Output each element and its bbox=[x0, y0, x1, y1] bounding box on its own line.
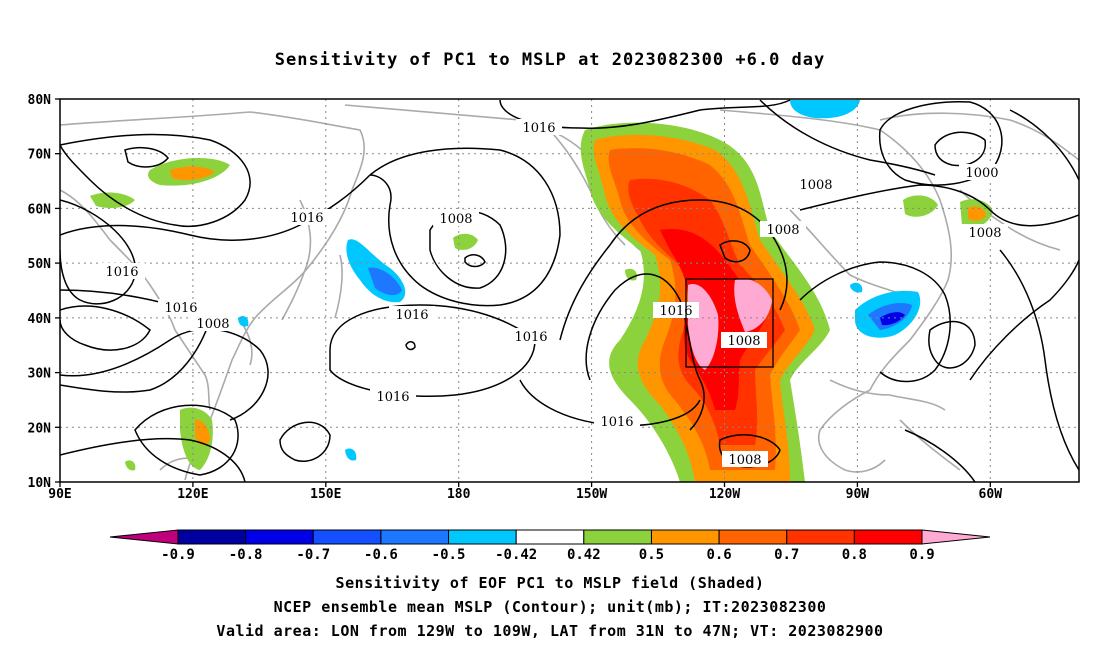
colorbar-segment bbox=[177, 529, 247, 545]
lon-label: 90W bbox=[846, 487, 870, 502]
colorbar-segment bbox=[786, 529, 855, 545]
lon-tick-labels: 90E 120E 150E 180 150W 120W 90W 60W bbox=[48, 487, 1002, 502]
svg-text:1016: 1016 bbox=[659, 304, 692, 319]
caption-valid-area: Valid area: LON from 129W to 109W, LAT f… bbox=[216, 622, 884, 640]
contour-label: 1008 bbox=[722, 451, 768, 468]
colorbar-segment bbox=[853, 529, 923, 545]
lat-label: 70N bbox=[28, 148, 52, 163]
lon-label: 150E bbox=[310, 487, 341, 502]
svg-text:1016: 1016 bbox=[522, 121, 555, 136]
svg-text:1016: 1016 bbox=[600, 415, 633, 430]
contour-label: 1016 bbox=[516, 119, 562, 136]
sensitivity-shading bbox=[90, 100, 993, 482]
svg-text:1008: 1008 bbox=[799, 178, 832, 193]
contour-label: 1016 bbox=[389, 306, 435, 323]
svg-text:1008: 1008 bbox=[766, 223, 799, 238]
colorbar-label: -0.8 bbox=[229, 547, 263, 563]
svg-text:1008: 1008 bbox=[727, 334, 760, 349]
svg-text:1016: 1016 bbox=[514, 330, 547, 345]
colorbar-label: 0.6 bbox=[706, 547, 731, 563]
svg-text:1016: 1016 bbox=[290, 211, 323, 226]
contour-label: 1016 bbox=[370, 388, 416, 405]
lat-label: 50N bbox=[28, 257, 52, 272]
colorbar-label: 0.8 bbox=[842, 547, 867, 563]
lat-label: 80N bbox=[28, 93, 52, 108]
caption-shaded: Sensitivity of EOF PC1 to MSLP field (Sh… bbox=[335, 574, 765, 592]
colorbar-segment bbox=[109, 529, 179, 545]
lon-label: 120E bbox=[177, 487, 208, 502]
map-plot-area: 1016 1008 1000 1008 1016 1016 1016 1008 … bbox=[60, 99, 1079, 482]
colorbar-label: -0.9 bbox=[161, 547, 195, 563]
lon-label: 150W bbox=[576, 487, 607, 502]
colorbar-label: 0.9 bbox=[909, 547, 934, 563]
lat-label: 20N bbox=[28, 421, 52, 436]
colorbar-segment bbox=[245, 529, 314, 545]
svg-text:1016: 1016 bbox=[376, 390, 409, 405]
svg-text:1008: 1008 bbox=[728, 453, 761, 468]
contour-label: 1016 bbox=[653, 302, 699, 319]
lat-label: 40N bbox=[28, 312, 52, 327]
colorbar-segment bbox=[718, 529, 788, 545]
colorbar: -0.9 -0.8 -0.7 -0.6 -0.5 -0.42 0.42 0.5 0.6 0.7 0.… bbox=[109, 529, 991, 563]
caption-contour: NCEP ensemble mean MSLP (Contour); unit(… bbox=[273, 598, 827, 616]
grid-lines bbox=[60, 99, 1079, 482]
lon-label: 60W bbox=[979, 487, 1003, 502]
contour-label: 1008 bbox=[433, 210, 479, 227]
lat-tick-labels: 80N 70N 60N 50N 40N 30N 20N 10N bbox=[28, 93, 52, 491]
colorbar-label: 0.5 bbox=[639, 547, 664, 563]
contour-labels: 1016 1008 1000 1008 1016 1016 1016 1008 … bbox=[99, 119, 1008, 468]
svg-text:1000: 1000 bbox=[965, 166, 998, 181]
lat-label: 10N bbox=[28, 476, 52, 491]
svg-text:1016: 1016 bbox=[164, 301, 197, 316]
contour-label: 1008 bbox=[190, 315, 236, 332]
valid-area-box bbox=[685, 278, 774, 368]
contour-label: 1016 bbox=[594, 413, 640, 430]
colorbar-segment bbox=[448, 529, 517, 545]
colorbar-label: -0.7 bbox=[296, 547, 330, 563]
colorbar-label: 0.42 bbox=[567, 547, 601, 563]
mslp-contours bbox=[60, 99, 1079, 482]
contour-label: 1016 bbox=[284, 209, 330, 226]
svg-text:1008: 1008 bbox=[196, 317, 229, 332]
contour-label: 1008 bbox=[793, 176, 839, 193]
lon-label: 90E bbox=[48, 487, 71, 502]
colorbar-label: 0.7 bbox=[774, 547, 799, 563]
tick-marks bbox=[55, 98, 991, 487]
colorbar-segment bbox=[921, 529, 991, 545]
lat-label: 60N bbox=[28, 202, 52, 217]
contour-label: 1008 bbox=[721, 332, 767, 349]
svg-text:1008: 1008 bbox=[968, 226, 1001, 241]
contour-label: 1008 bbox=[760, 221, 806, 238]
svg-text:1008: 1008 bbox=[439, 212, 472, 227]
map-frame bbox=[59, 98, 1080, 483]
svg-text:1016: 1016 bbox=[105, 265, 138, 280]
lon-label: 120W bbox=[709, 487, 740, 502]
lon-label: 180 bbox=[447, 487, 471, 502]
svg-text:1016: 1016 bbox=[395, 308, 428, 323]
colorbar-segment bbox=[312, 529, 382, 545]
colorbar-segment bbox=[650, 529, 720, 545]
colorbar-label: -0.42 bbox=[495, 547, 537, 563]
contour-label: 1008 bbox=[962, 224, 1008, 241]
contour-label: 1000 bbox=[959, 164, 1005, 181]
colorbar-label: -0.5 bbox=[432, 547, 466, 563]
colorbar-segment bbox=[380, 529, 450, 545]
lat-label: 30N bbox=[28, 367, 52, 382]
colorbar-segment bbox=[515, 529, 585, 545]
map-title: Sensitivity of PC1 to MSLP at 2023082300… bbox=[274, 50, 826, 70]
contour-label: 1016 bbox=[508, 328, 554, 345]
colorbar-segment bbox=[583, 529, 652, 545]
colorbar-label: -0.6 bbox=[364, 547, 398, 563]
contour-label: 1016 bbox=[99, 263, 145, 280]
contour-label: 1016 bbox=[158, 299, 204, 316]
